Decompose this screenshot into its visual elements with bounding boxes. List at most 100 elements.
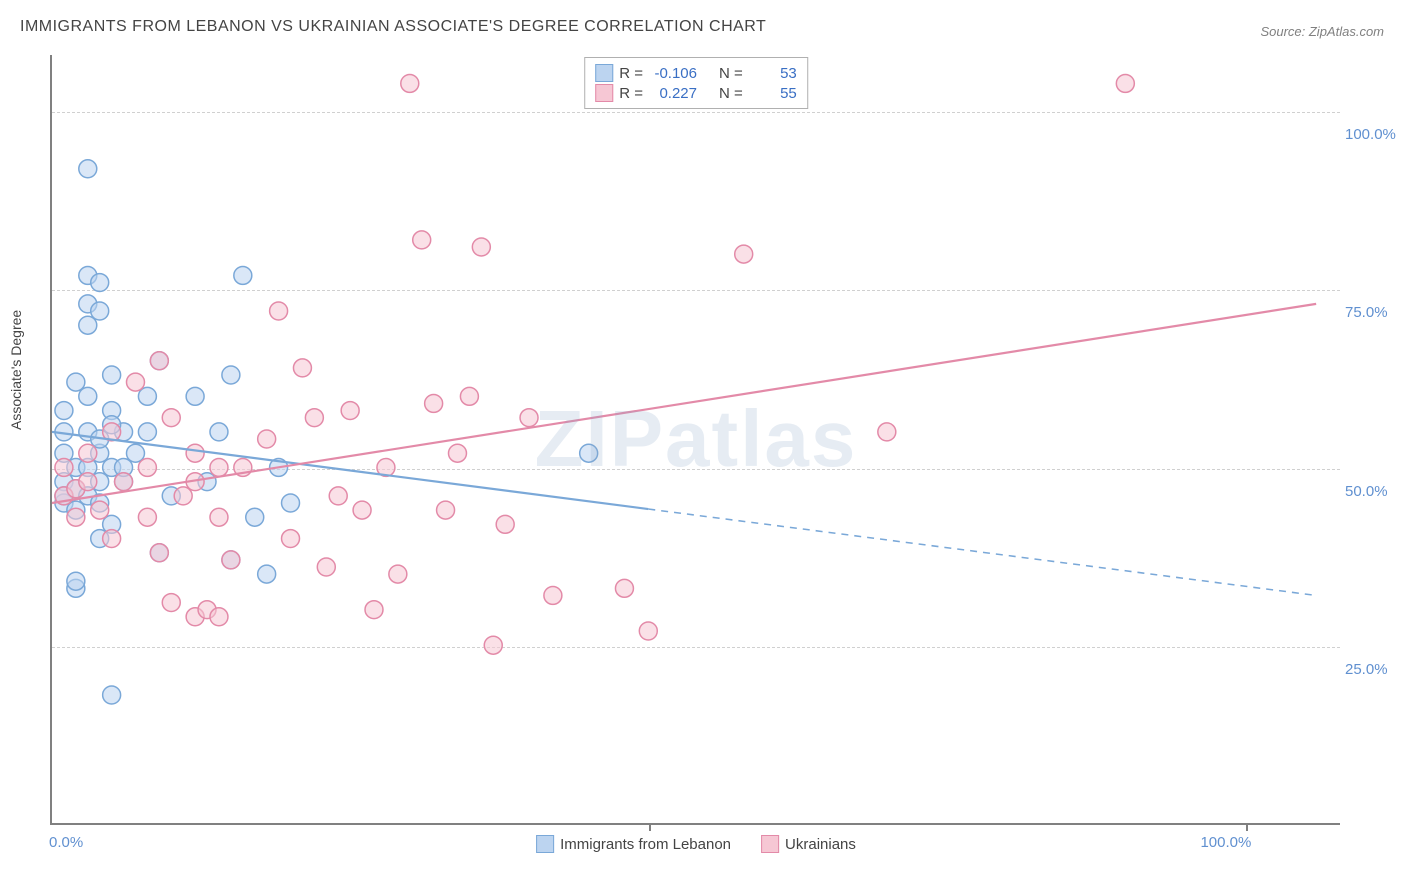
data-point (138, 508, 156, 526)
data-point (222, 366, 240, 384)
swatch-series2-icon (761, 835, 779, 853)
legend-label-2: Ukrainians (785, 836, 856, 853)
data-point (103, 686, 121, 704)
correlation-stats-box: R = -0.106 N = 53 R = 0.227 N = 55 (584, 57, 808, 109)
data-point (258, 565, 276, 583)
data-point (150, 544, 168, 562)
legend-item-1: Immigrants from Lebanon (536, 835, 731, 853)
y-axis-label: Associate's Degree (8, 310, 24, 430)
data-point (293, 359, 311, 377)
data-point (186, 444, 204, 462)
y-tick-label: 50.0% (1345, 483, 1400, 500)
data-point (150, 352, 168, 370)
data-point (79, 160, 97, 178)
data-point (580, 444, 598, 462)
data-point (484, 636, 502, 654)
data-point (329, 487, 347, 505)
data-point (67, 373, 85, 391)
data-point (138, 458, 156, 476)
bottom-legend: Immigrants from Lebanon Ukrainians (536, 835, 856, 853)
data-point (91, 501, 109, 519)
r-label: R = (619, 85, 643, 102)
legend-label-1: Immigrants from Lebanon (560, 836, 731, 853)
data-point (91, 302, 109, 320)
swatch-series1 (595, 64, 613, 82)
data-point (210, 423, 228, 441)
x-tick-label: 100.0% (1200, 834, 1251, 851)
data-point (437, 501, 455, 519)
legend-item-2: Ukrainians (761, 835, 856, 853)
n-label: N = (719, 85, 743, 102)
data-point (341, 402, 359, 420)
n-label: N = (719, 65, 743, 82)
data-point (282, 530, 300, 548)
data-point (425, 394, 443, 412)
r-label: R = (619, 65, 643, 82)
y-tick-label: 100.0% (1345, 126, 1400, 143)
data-point (210, 508, 228, 526)
data-point (413, 231, 431, 249)
data-point (210, 458, 228, 476)
data-point (186, 387, 204, 405)
data-point (55, 458, 73, 476)
stats-row-series1: R = -0.106 N = 53 (595, 64, 797, 82)
data-point (103, 530, 121, 548)
stats-row-series2: R = 0.227 N = 55 (595, 84, 797, 102)
data-point (282, 494, 300, 512)
data-point (353, 501, 371, 519)
data-point (79, 473, 97, 491)
data-point (448, 444, 466, 462)
r-value-1: -0.106 (649, 65, 697, 82)
chart-plot-area: ZIPatlas 25.0%50.0%75.0%100.0%0.0%100.0%… (50, 55, 1340, 825)
data-point (162, 594, 180, 612)
data-point (639, 622, 657, 640)
data-point (401, 74, 419, 92)
data-point (55, 402, 73, 420)
data-point (67, 572, 85, 590)
swatch-series2 (595, 84, 613, 102)
data-point (91, 274, 109, 292)
x-tick-label: 0.0% (49, 834, 83, 851)
scatter-plot-svg (52, 55, 1340, 823)
data-point (305, 409, 323, 427)
data-point (472, 238, 490, 256)
data-point (246, 508, 264, 526)
data-point (103, 366, 121, 384)
data-point (615, 579, 633, 597)
data-point (115, 473, 133, 491)
data-point (544, 586, 562, 604)
data-point (496, 515, 514, 533)
data-point (210, 608, 228, 626)
swatch-series1-icon (536, 835, 554, 853)
data-point (735, 245, 753, 263)
chart-title: IMMIGRANTS FROM LEBANON VS UKRAINIAN ASS… (20, 18, 766, 36)
n-value-2: 55 (749, 85, 797, 102)
data-point (79, 316, 97, 334)
data-point (174, 487, 192, 505)
data-point (258, 430, 276, 448)
data-point (317, 558, 335, 576)
data-point (520, 409, 538, 427)
data-point (389, 565, 407, 583)
data-point (365, 601, 383, 619)
trend-line (52, 304, 1316, 503)
source-label: Source: ZipAtlas.com (1260, 24, 1384, 39)
data-point (126, 373, 144, 391)
data-point (162, 409, 180, 427)
data-point (460, 387, 478, 405)
data-point (138, 387, 156, 405)
data-point (270, 302, 288, 320)
y-tick-label: 25.0% (1345, 661, 1400, 678)
n-value-1: 53 (749, 65, 797, 82)
r-value-2: 0.227 (649, 85, 697, 102)
data-point (222, 551, 240, 569)
y-tick-label: 75.0% (1345, 304, 1400, 321)
data-point (234, 266, 252, 284)
trend-line-extrapolated (648, 509, 1316, 595)
data-point (1116, 74, 1134, 92)
data-point (126, 444, 144, 462)
data-point (67, 508, 85, 526)
data-point (138, 423, 156, 441)
data-point (79, 387, 97, 405)
data-point (878, 423, 896, 441)
